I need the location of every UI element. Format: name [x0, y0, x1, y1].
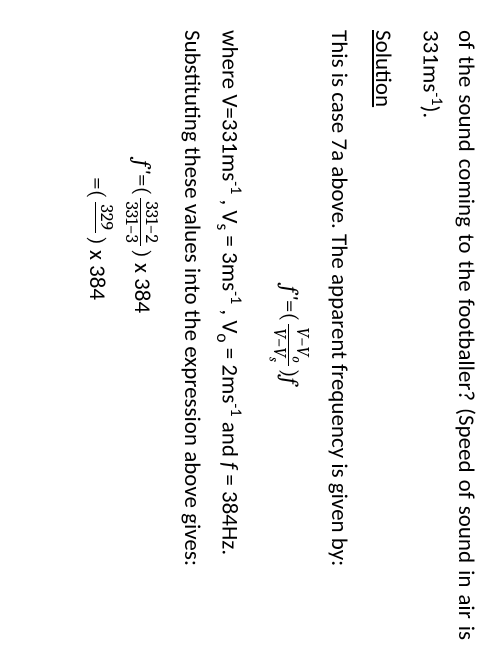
s1-den: 331−3 [121, 198, 140, 246]
formula-rhs: f [277, 378, 304, 385]
s2-mult: x 384 [83, 245, 111, 300]
superscript-neg1: -1 [428, 92, 447, 105]
comma2: , [215, 304, 243, 320]
vo-eq: = 2ms [215, 343, 243, 404]
question-text: of the sound coming to the footballer? (… [417, 30, 480, 640]
vs-eq: = 3ms [215, 230, 243, 291]
where-line: where V=331ms-1 , Vs = 3ms-1 , Vo = 2ms-… [212, 30, 245, 640]
num-text: V−V [292, 327, 313, 356]
rparen: ) [277, 369, 304, 378]
s1-eq: = [129, 174, 156, 187]
where-prefix: where [215, 30, 243, 89]
sup-1: -1 [226, 181, 245, 194]
equals: = [277, 300, 304, 313]
lparen: ( [277, 312, 304, 321]
f-eq: = 384Hz. [215, 469, 243, 555]
document-page: of the sound coming to the footballer? (… [0, 0, 503, 670]
s2-eq: = [84, 177, 111, 190]
vo-sub: o [212, 333, 233, 342]
main-formula: f'=(V−VoV−Vs)f [265, 30, 312, 640]
fraction-num: V−Vo [288, 324, 312, 365]
substitute-line: Substituting these values into the expre… [178, 30, 206, 640]
formula-lhs: f' [277, 286, 304, 300]
s1-rp: ) [129, 249, 156, 258]
s1-lp: ( [129, 187, 156, 196]
vs-label: V [215, 210, 243, 223]
s2-num: 329 [95, 202, 115, 233]
question-tail: of the sound coming to the footballer? (… [413, 30, 483, 640]
and: and [215, 417, 243, 463]
s1-mult: x 384 [128, 258, 156, 313]
vo-label: V [215, 320, 243, 333]
s2-rp: ) [84, 236, 111, 245]
num-sub: o [289, 356, 304, 363]
sup-3: -1 [226, 403, 245, 416]
s2-lp: ( [84, 190, 111, 199]
step1-formula: f'=(331−2331−3) x 384 [121, 160, 160, 640]
question-text-end: ). [417, 105, 445, 118]
intro-text: This is case 7a above. The apparent freq… [325, 30, 353, 640]
comma1: , [215, 194, 243, 210]
s1-frac: 331−2331−3 [121, 198, 160, 246]
s2-frac: 329 [76, 202, 115, 233]
fraction-den: V−Vs [265, 324, 288, 365]
s1-lhs: f' [129, 160, 156, 174]
sup-2: -1 [226, 291, 245, 304]
fraction: V−VoV−Vs [265, 324, 312, 365]
s1-num: 331−2 [140, 198, 160, 246]
solution-heading: Solution [369, 30, 397, 640]
den-text: V−V [269, 328, 290, 357]
s2-den [76, 202, 95, 233]
den-sub: s [265, 357, 280, 362]
v-val: V=331ms [215, 89, 243, 181]
step2-formula: =(329 ) x 384 [76, 177, 115, 640]
